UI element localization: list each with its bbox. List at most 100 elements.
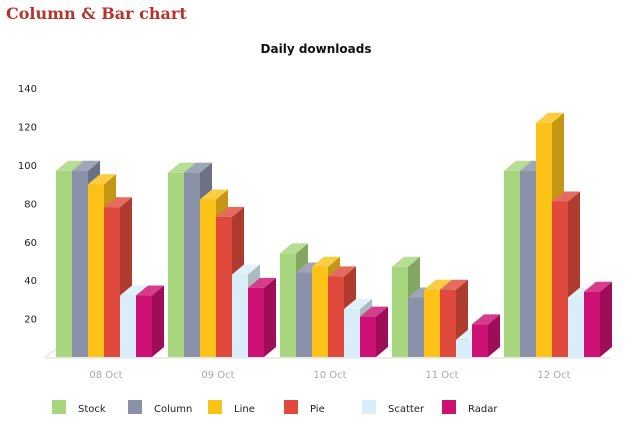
bar-top	[88, 174, 116, 185]
chart-floor	[43, 348, 610, 359]
y-tick-label: 120	[18, 123, 37, 134]
bar-front	[584, 291, 600, 357]
bar-top	[184, 162, 212, 173]
bar-front	[232, 274, 248, 357]
x-tick-label: 12 Oct	[537, 370, 570, 381]
bar-front	[312, 266, 328, 357]
bar-radar-11-oct	[472, 314, 500, 357]
x-tick-label: 10 Oct	[313, 370, 346, 381]
bar-top	[248, 277, 276, 288]
y-tick-label: 40	[24, 276, 37, 287]
bar-top	[72, 160, 100, 171]
legend-swatch	[284, 400, 298, 414]
legend-swatch	[208, 400, 222, 414]
y-tick-label: 80	[24, 199, 37, 210]
bar-top	[552, 191, 580, 202]
bar-top	[360, 306, 388, 317]
x-tick-label: 09 Oct	[201, 370, 234, 381]
bar-radar-10-oct	[360, 306, 388, 357]
bar-top	[440, 279, 468, 290]
y-tick-label: 140	[18, 84, 37, 95]
bar-front	[536, 122, 552, 357]
legend-label: Line	[234, 404, 255, 415]
bar-front	[568, 297, 584, 357]
legend-swatch	[362, 400, 376, 414]
bar-front	[120, 295, 136, 357]
bar-radar-12-oct	[584, 281, 612, 357]
bar-side	[488, 314, 500, 357]
bar-top	[344, 299, 372, 309]
bar-front	[168, 172, 184, 357]
bar-front	[248, 287, 264, 357]
bar-top	[200, 189, 228, 200]
x-axis: 08 Oct 09 Oct 10 Oct 11 Oct 12 Oct	[89, 370, 570, 381]
bar-front	[344, 309, 360, 357]
bars-group	[56, 112, 612, 357]
bar-front	[520, 170, 536, 357]
bar-top	[120, 285, 148, 296]
x-tick-label: 08 Oct	[89, 370, 122, 381]
bar-side	[600, 281, 612, 357]
bar-front	[504, 170, 520, 357]
bar-top	[584, 281, 612, 292]
legend-item-pie[interactable]: Pie	[284, 400, 325, 415]
bar-radar-09-oct	[248, 277, 276, 357]
bar-front	[72, 170, 88, 357]
legend-item-scatter[interactable]: Scatter	[362, 400, 425, 415]
bar-front	[184, 172, 200, 357]
legend-swatch	[442, 400, 456, 414]
legend-swatch	[128, 400, 142, 414]
x-tick-label: 11 Oct	[425, 370, 458, 381]
bar-top	[392, 256, 420, 267]
bar-front	[456, 339, 472, 357]
bar-front	[216, 216, 232, 357]
bar-front	[296, 272, 312, 357]
legend-item-column[interactable]: Column	[128, 400, 192, 415]
bar-front	[200, 199, 216, 357]
bar-front	[88, 184, 104, 357]
bar-top	[472, 314, 500, 325]
bar-front	[56, 170, 72, 357]
legend-swatch	[52, 400, 66, 414]
page-title: Column & Bar chart	[6, 4, 187, 23]
legend: Stock Column Line Pie Scatter Radar	[52, 400, 498, 415]
bar-front	[472, 324, 488, 357]
chart-title: Daily downloads	[261, 42, 372, 56]
bar-side	[264, 277, 276, 357]
bar-top	[424, 279, 452, 290]
bar-front	[552, 201, 568, 357]
legend-label: Pie	[310, 404, 325, 415]
bar-front	[360, 316, 376, 357]
bar-top	[216, 206, 244, 217]
legend-item-stock[interactable]: Stock	[52, 400, 106, 415]
bar-front	[104, 207, 120, 357]
bar-side	[376, 306, 388, 357]
legend-item-radar[interactable]: Radar	[442, 400, 498, 415]
floor-edge	[43, 348, 57, 359]
bar-front	[440, 289, 456, 357]
bar-front	[136, 295, 152, 357]
bar-top	[136, 285, 164, 296]
bar-top	[328, 266, 356, 277]
bar-front	[280, 253, 296, 357]
bar-top	[232, 264, 260, 275]
y-tick-label: 20	[24, 315, 37, 326]
bar-top	[56, 160, 84, 171]
legend-label: Column	[154, 404, 192, 415]
legend-label: Radar	[468, 404, 498, 415]
y-tick-label: 60	[24, 238, 37, 249]
bar-front	[392, 266, 408, 357]
bar-top	[312, 256, 340, 267]
bar-radar-08-oct	[136, 285, 164, 357]
bar-top	[504, 160, 532, 171]
bar-top	[280, 243, 308, 254]
legend-item-line[interactable]: Line	[208, 400, 255, 415]
y-tick-label: 100	[18, 161, 37, 172]
legend-label: Stock	[78, 404, 106, 415]
bar-top	[104, 197, 132, 208]
y-axis: 20 40 60 80 100 120 140	[18, 84, 37, 325]
bar-top	[168, 162, 196, 173]
legend-label: Scatter	[388, 404, 425, 415]
bar-front	[424, 289, 440, 357]
